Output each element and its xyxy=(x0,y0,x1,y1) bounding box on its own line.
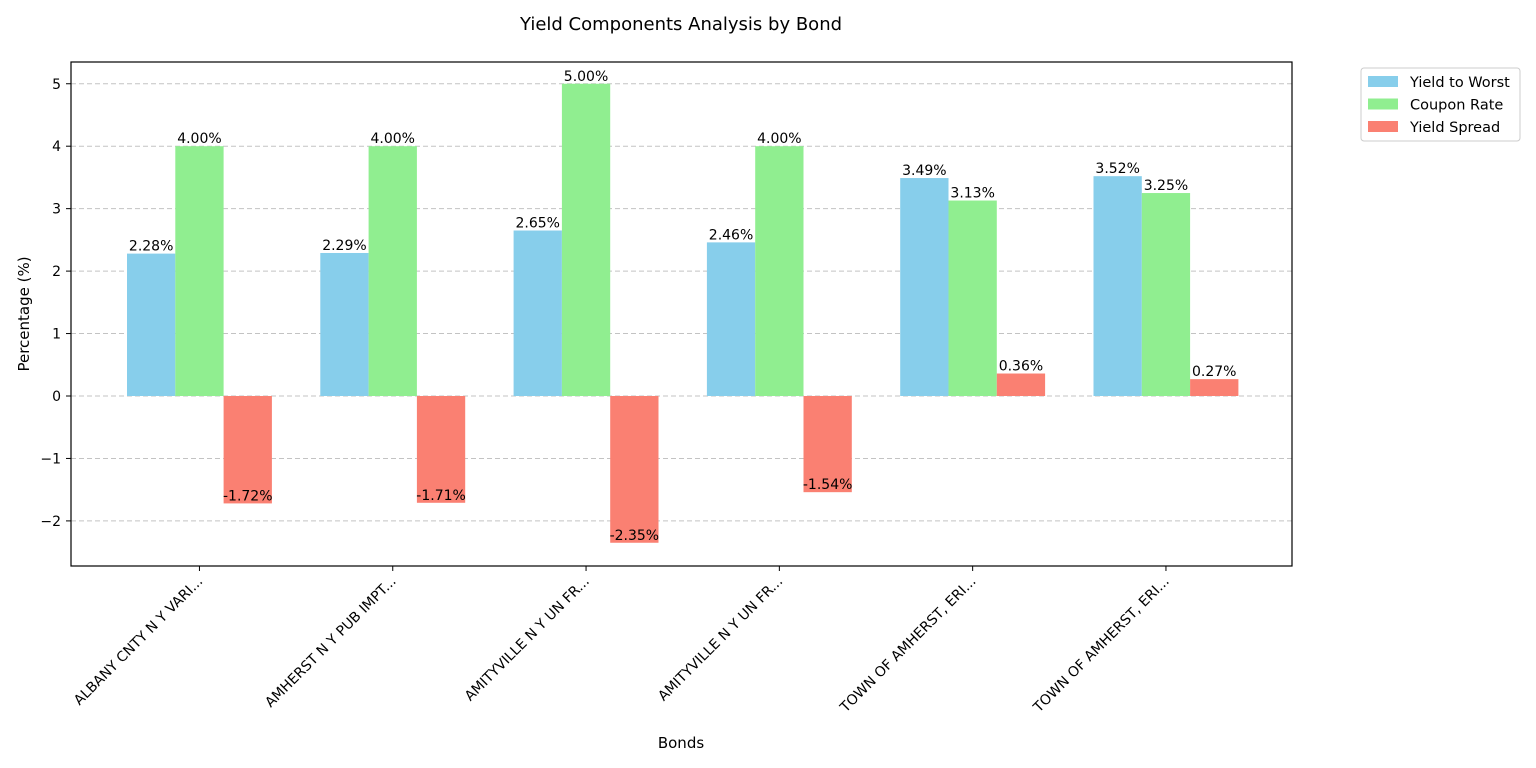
data-labels: 2.28% 4.00% -1.72% 2.29% 4.00% -1.71% 2.65% 5.0… xyxy=(129,69,1237,544)
x-tick-label: AMITYVILLE N Y UN FR... xyxy=(462,574,593,705)
bar-coupon-rate xyxy=(1141,193,1191,396)
y-tick-label: −2 xyxy=(40,514,61,530)
y-tick-label: −1 xyxy=(40,451,61,467)
data-label: 4.00% xyxy=(757,131,801,147)
bar-yield-to-worst xyxy=(1093,176,1142,396)
x-tick-label: TOWN OF AMHERST, ERI... xyxy=(837,574,980,717)
data-label: -1.54% xyxy=(803,477,853,493)
bar-yield-spread xyxy=(803,396,852,493)
y-tick-label: 4 xyxy=(52,139,61,155)
data-label: -2.35% xyxy=(610,528,660,544)
x-tick-label: AMHERST N Y PUB IMPT... xyxy=(262,574,399,711)
x-axis: ALBANY CNTY N Y VARI... AMHERST N Y PUB I… xyxy=(71,566,1173,716)
data-label: 2.65% xyxy=(516,216,560,232)
data-label: 0.36% xyxy=(999,359,1043,375)
bar-yield-to-worst xyxy=(127,253,176,396)
bar-yield-to-worst xyxy=(706,242,756,396)
bar-coupon-rate xyxy=(755,146,804,396)
data-label: 4.00% xyxy=(177,131,221,147)
data-label: 3.13% xyxy=(950,186,994,202)
bar-yield-to-worst xyxy=(513,230,562,396)
data-label: 3.25% xyxy=(1144,178,1188,194)
y-tick-label: 5 xyxy=(52,77,61,93)
plot-frame xyxy=(70,61,1293,567)
bar-yield-to-worst xyxy=(320,252,369,396)
data-label: -1.72% xyxy=(223,488,273,504)
grid xyxy=(71,83,1292,522)
bar-yield-spread xyxy=(1190,379,1239,396)
bar-coupon-rate xyxy=(948,200,997,396)
bars xyxy=(127,83,1239,543)
chart-title: Yield Components Analysis by Bond xyxy=(519,14,842,35)
x-tick-label: AMITYVILLE N Y UN FR... xyxy=(655,574,786,705)
legend-frame xyxy=(1360,67,1521,142)
legend-label: Yield Spread xyxy=(1409,120,1500,136)
data-label: 3.52% xyxy=(1095,161,1139,177)
bar-yield-spread xyxy=(416,396,466,503)
bar-yield-to-worst xyxy=(900,178,949,396)
y-axis-label: Percentage (%) xyxy=(15,256,33,371)
data-label: 2.46% xyxy=(709,227,753,243)
data-label: 5.00% xyxy=(564,69,608,85)
legend-swatch xyxy=(1368,121,1398,132)
bar-yield-spread xyxy=(996,373,1046,396)
data-label: 2.29% xyxy=(322,238,366,254)
data-label: 3.49% xyxy=(902,163,946,179)
legend-swatch xyxy=(1368,98,1398,110)
y-axis: −2 −1 0 1 2 3 4 5 xyxy=(40,77,71,530)
legend-label: Yield to Worst xyxy=(1409,75,1510,91)
bar-coupon-rate xyxy=(561,83,611,396)
legend: Yield to Worst Coupon Rate Yield Spread xyxy=(1360,67,1521,142)
bar-yield-spread xyxy=(223,396,272,504)
data-label: -1.71% xyxy=(416,488,466,504)
y-tick-label: 2 xyxy=(52,264,61,280)
data-label: 0.27% xyxy=(1192,364,1236,380)
y-tick-label: 0 xyxy=(52,389,61,405)
legend-swatch xyxy=(1368,76,1398,87)
bar-yield-spread xyxy=(610,396,659,543)
y-tick-label: 3 xyxy=(52,202,61,218)
x-tick-label: ALBANY CNTY N Y VARI... xyxy=(71,574,206,709)
legend-label: Coupon Rate xyxy=(1410,98,1503,114)
data-label: 4.00% xyxy=(371,131,415,147)
x-axis-label: Bonds xyxy=(658,734,704,752)
x-tick-label: TOWN OF AMHERST, ERI... xyxy=(1030,574,1173,717)
bar-coupon-rate xyxy=(368,146,417,396)
data-label: 2.28% xyxy=(129,239,173,255)
y-tick-label: 1 xyxy=(52,327,61,343)
bar-coupon-rate xyxy=(175,146,224,396)
